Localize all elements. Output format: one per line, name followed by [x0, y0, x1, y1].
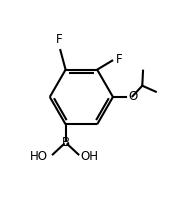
Text: HO: HO	[30, 150, 48, 163]
Text: O: O	[128, 90, 137, 104]
Text: OH: OH	[81, 150, 99, 163]
Text: F: F	[116, 53, 123, 66]
Text: F: F	[56, 33, 63, 46]
Text: B: B	[61, 136, 70, 149]
